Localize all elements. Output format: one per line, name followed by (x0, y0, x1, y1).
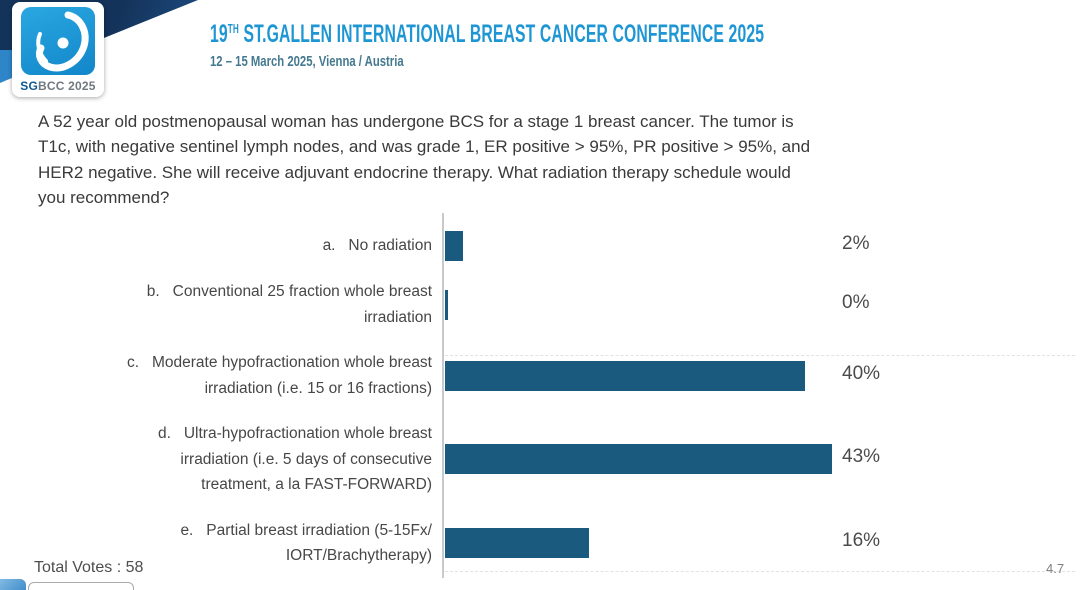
poll-option-label-line: e. Partial breast irradiation (5-15Fx/ (180, 521, 432, 539)
breast-logo-icon (35, 11, 89, 72)
question-line: A 52 year old postmenopausal woman has u… (38, 112, 794, 131)
poll-option-label-line: a. No radiation (322, 237, 432, 255)
page-number: 4.7 (1046, 561, 1065, 576)
poll-option-label-line: irradiation (i.e. 15 or 16 fractions) (204, 379, 432, 397)
poll-option-label-line: irradiation (363, 308, 432, 326)
conference-logo: SGBCC 2025 (12, 2, 104, 97)
poll-bar-d (445, 444, 832, 475)
question-line: T1c, with negative sentinel lymph nodes,… (38, 137, 811, 157)
poll-percent-a: 2% (842, 233, 870, 254)
conference-subtitle: 12 – 15 March 2025, Vienna / Austria (210, 54, 404, 70)
poll-option-label-line: irradiation (i.e. 5 days of consecutive (180, 450, 432, 468)
poll-bar-b (445, 289, 448, 320)
chart-axis-line (442, 213, 444, 578)
poll-bar-e (445, 528, 589, 558)
poll-percent-d: 43% (842, 446, 881, 468)
poll-bar-c (445, 360, 805, 391)
poll-option-d-label: d. Ultra-hypofractionation whole breast i… (2, 421, 432, 498)
poll-percent-e: 16% (842, 530, 881, 551)
row-separator (445, 571, 1075, 572)
logo-caption-bold: SG (20, 79, 39, 93)
question-line: you recommend? (38, 188, 170, 208)
question-text: A 52 year old postmenopausal woman has u… (38, 109, 810, 211)
poll-percent-b: 0% (842, 291, 870, 313)
logo-badge (21, 7, 95, 75)
title-prefix: 19 (210, 20, 228, 48)
total-votes-label: Total Votes : 58 (34, 559, 144, 576)
poll-option-b-label: b. Conventional 25 fraction whole breast… (2, 279, 432, 330)
logo-caption-rest: BCC 2025 (38, 79, 96, 93)
poll-option-label-line: d. Ultra-hypofractionation whole breast (158, 425, 432, 442)
poll-percent-c: 40% (842, 362, 881, 384)
poll-option-label-line: IORT/Brachytherapy) (285, 547, 432, 564)
poll-option-a-label: a. No radiation (2, 233, 432, 259)
poll-option-label-line: b. Conventional 25 fraction whole breast (146, 283, 432, 300)
partial-button[interactable] (28, 582, 134, 590)
conference-title: 19TH ST.GALLEN INTERNATIONAL BREAST CANC… (210, 20, 764, 49)
bottom-corner-logo (0, 579, 26, 590)
title-rest: ST.GALLEN INTERNATIONAL BREAST CANCER CO… (238, 20, 765, 48)
poll-option-c-label: c. Moderate hypofractionation whole brea… (2, 350, 432, 401)
poll-bar-a (445, 231, 463, 261)
poll-option-label-line: c. Moderate hypofractionation whole brea… (126, 354, 432, 371)
title-superscript: TH (227, 21, 239, 36)
poll-option-e-label: e. Partial breast irradiation (5-15Fx/IO… (2, 518, 432, 569)
logo-caption: SGBCC 2025 (12, 79, 104, 93)
row-separator (445, 355, 1075, 356)
question-line: HER2 negative. She will receive adjuvant… (38, 162, 791, 182)
poll-option-label-line: treatment, a la FAST-FORWARD) (201, 476, 432, 493)
